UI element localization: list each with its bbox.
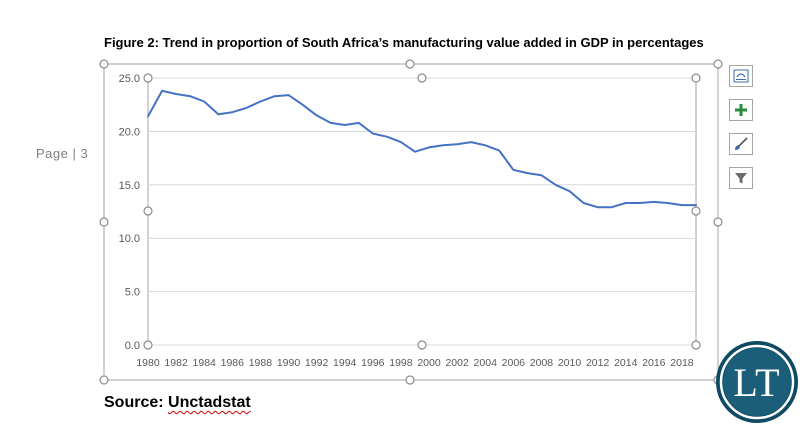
x-tick-label: 1990 <box>277 357 301 369</box>
y-tick-label: 20.0 <box>119 126 140 138</box>
source-prefix: Source: <box>104 394 169 411</box>
plot-resize-handle[interactable] <box>417 340 427 350</box>
plot-resize-handle[interactable] <box>143 73 153 83</box>
x-tick-label: 1982 <box>164 357 188 369</box>
series-line[interactable] <box>147 89 697 209</box>
logo-text: LT <box>733 359 781 405</box>
plot-resize-handle[interactable] <box>691 73 701 83</box>
chart-resize-handle[interactable] <box>713 217 723 227</box>
series-layer <box>147 89 697 209</box>
y-tick-label: 0.0 <box>125 340 140 352</box>
logo-badge <box>716 341 798 423</box>
y-axis-ticks: 0.0 5.0 10.0 15.0 20.0 25.0 <box>119 73 140 352</box>
x-tick-label: 1998 <box>389 357 413 369</box>
x-tick-label: 1992 <box>305 357 329 369</box>
plot-resize-handle[interactable] <box>691 340 701 350</box>
plot-resize-handle[interactable] <box>143 206 153 216</box>
y-tick-label: 15.0 <box>119 180 140 192</box>
x-tick-label: 1996 <box>361 357 385 369</box>
brush-icon <box>735 137 748 150</box>
lt-logo: LT <box>715 340 799 424</box>
x-tick-label: 1986 <box>221 357 245 369</box>
x-tick-label: 1980 <box>136 357 160 369</box>
chart-resize-handle[interactable] <box>713 59 723 69</box>
resize-handles[interactable] <box>99 59 723 385</box>
x-tick-label: 1988 <box>249 357 273 369</box>
chart-area-frame[interactable] <box>103 63 719 381</box>
x-tick-label: 1994 <box>333 357 357 369</box>
x-tick-label: 2016 <box>642 357 666 369</box>
x-tick-label: 2014 <box>614 357 638 369</box>
plot-resize-handle[interactable] <box>143 340 153 350</box>
y-tick-label: 10.0 <box>119 233 140 245</box>
chart-resize-handle[interactable] <box>99 217 109 227</box>
chart-elements-button[interactable] <box>729 99 753 121</box>
x-tick-label: 2004 <box>474 357 498 369</box>
chart-resize-handle[interactable] <box>405 59 415 69</box>
source-name: Unctadstat <box>168 394 251 411</box>
grid-lines <box>148 77 696 346</box>
y-tick-label: 5.0 <box>125 287 140 299</box>
x-tick-label: 2006 <box>502 357 526 369</box>
plot-resize-handle[interactable] <box>417 73 427 83</box>
x-tick-label: 2012 <box>586 357 610 369</box>
layout-options-icon <box>733 69 749 83</box>
chart-filters-button[interactable] <box>729 167 753 189</box>
plot-resize-handle[interactable] <box>691 206 701 216</box>
chart-resize-handle[interactable] <box>99 59 109 69</box>
chart-resize-handle[interactable] <box>99 375 109 385</box>
plot-area-frame[interactable] <box>147 77 697 346</box>
plus-icon <box>735 104 747 116</box>
chart-resize-handle[interactable] <box>405 375 415 385</box>
layout-options-button[interactable] <box>729 65 753 87</box>
funnel-icon <box>735 173 747 184</box>
figure-title: Figure 2: Trend in proportion of South A… <box>104 35 704 50</box>
x-tick-label: 2010 <box>558 357 582 369</box>
x-tick-label: 2000 <box>417 357 441 369</box>
x-tick-label: 2008 <box>530 357 554 369</box>
y-tick-label: 25.0 <box>119 73 140 85</box>
x-tick-label: 1984 <box>193 357 217 369</box>
x-axis-ticks: 1980 1982 1984 1986 1988 1990 1992 1994 1996 1998… <box>136 357 693 369</box>
x-tick-label: 2002 <box>445 357 469 369</box>
page-number-label: Page | 3 <box>36 146 89 161</box>
chart-styles-button[interactable] <box>729 133 753 155</box>
source-note: Source: Unctadstat <box>104 394 251 412</box>
x-tick-label: 2018 <box>670 357 694 369</box>
